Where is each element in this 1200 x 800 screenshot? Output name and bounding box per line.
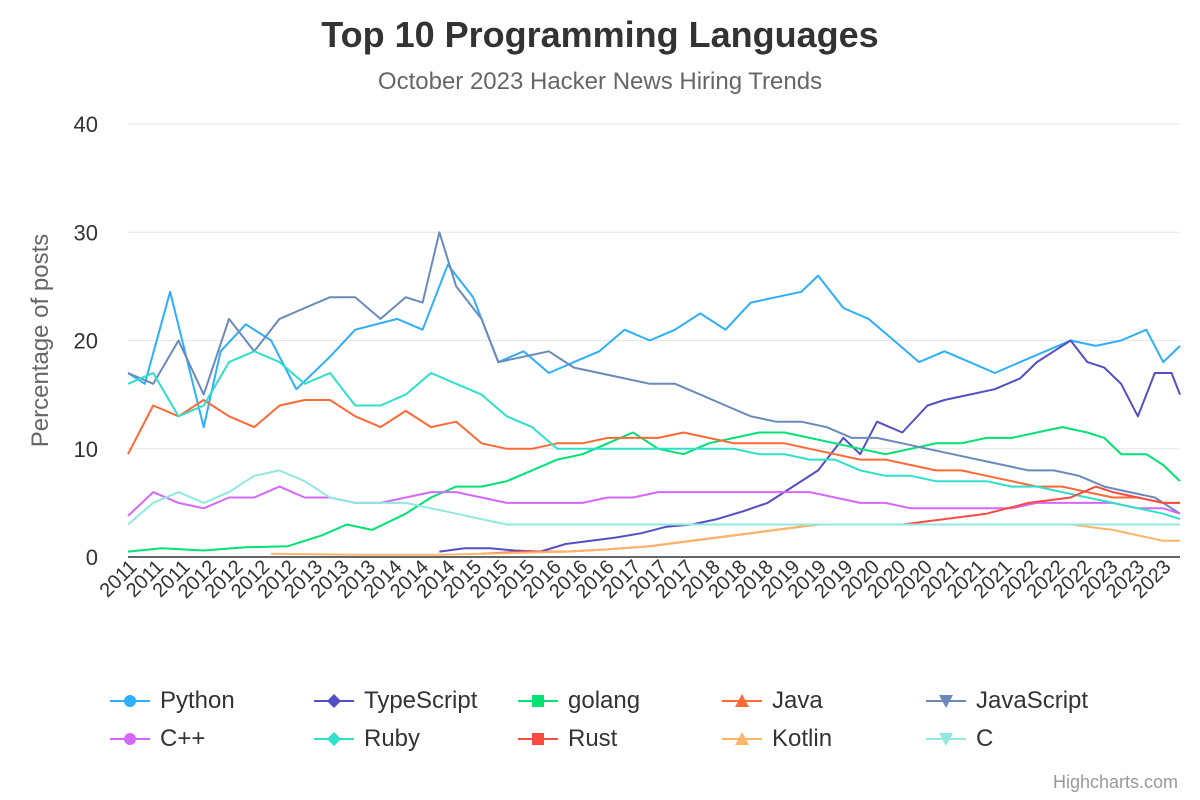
legend-marker-python [110, 695, 150, 707]
legend-label: Python [160, 687, 235, 714]
legend-marker-typescript [314, 694, 354, 708]
legend-marker-ruby [314, 732, 354, 746]
series-line-c- [127, 485, 1181, 517]
legend-item-kotlin[interactable]: Kotlin [722, 722, 832, 756]
series-line-typescript [439, 339, 1181, 553]
legend-marker-rust [518, 733, 558, 745]
series-line-kotlin [271, 523, 1180, 556]
legend-label: Rust [568, 725, 618, 752]
legend-item-c[interactable]: C [926, 722, 993, 756]
y-tick-label: 40 [74, 112, 98, 137]
legend-label: TypeScript [364, 687, 478, 714]
legend-label: golang [568, 687, 641, 714]
credits-link[interactable]: Highcharts.com [1052, 772, 1178, 792]
legend-marker-c- [110, 733, 150, 745]
legend: Python TypeScript golang Java JavaScript C++ R… [100, 684, 1140, 764]
legend-item-python[interactable]: Python [110, 684, 235, 718]
legend-label: Java [772, 687, 823, 714]
y-axis-title: Percentage of posts [27, 234, 54, 447]
series-line-golang [127, 426, 1181, 553]
legend-item-javascript[interactable]: JavaScript [926, 684, 1088, 718]
legend-label: Kotlin [772, 725, 833, 752]
y-tick-label: 10 [74, 437, 98, 462]
legend-item-typescript[interactable]: TypeScript [314, 684, 477, 718]
legend-marker-javascript [926, 695, 966, 708]
y-tick-label: 0 [86, 545, 98, 570]
legend-marker-kotlin [722, 732, 762, 745]
y-tick-label: 30 [74, 220, 98, 245]
series-line-c [127, 469, 1180, 526]
legend-marker-golang [518, 695, 558, 707]
chart-title: Top 10 Programming Languages [321, 14, 879, 55]
series-line-javascript [127, 231, 1181, 515]
legend-item-rust[interactable]: Rust [518, 722, 617, 756]
series-line-java [127, 399, 1180, 504]
legend-label: JavaScript [976, 687, 1089, 714]
series-line-python [127, 263, 1181, 429]
legend-item-golang[interactable]: golang [518, 684, 640, 718]
legend-label: Ruby [364, 725, 421, 752]
legend-item-ruby[interactable]: Ruby [314, 722, 420, 756]
chart-subtitle: October 2023 Hacker News Hiring Trends [377, 68, 823, 95]
legend-marker-java [722, 694, 762, 707]
y-tick-label: 20 [74, 329, 98, 354]
legend-marker-c [926, 733, 966, 746]
legend-label: C++ [160, 725, 206, 752]
legend-item-java[interactable]: Java [722, 684, 823, 718]
legend-label: C [976, 725, 994, 752]
series-line-ruby [127, 350, 1181, 521]
legend-item-c-[interactable]: C++ [110, 722, 205, 756]
